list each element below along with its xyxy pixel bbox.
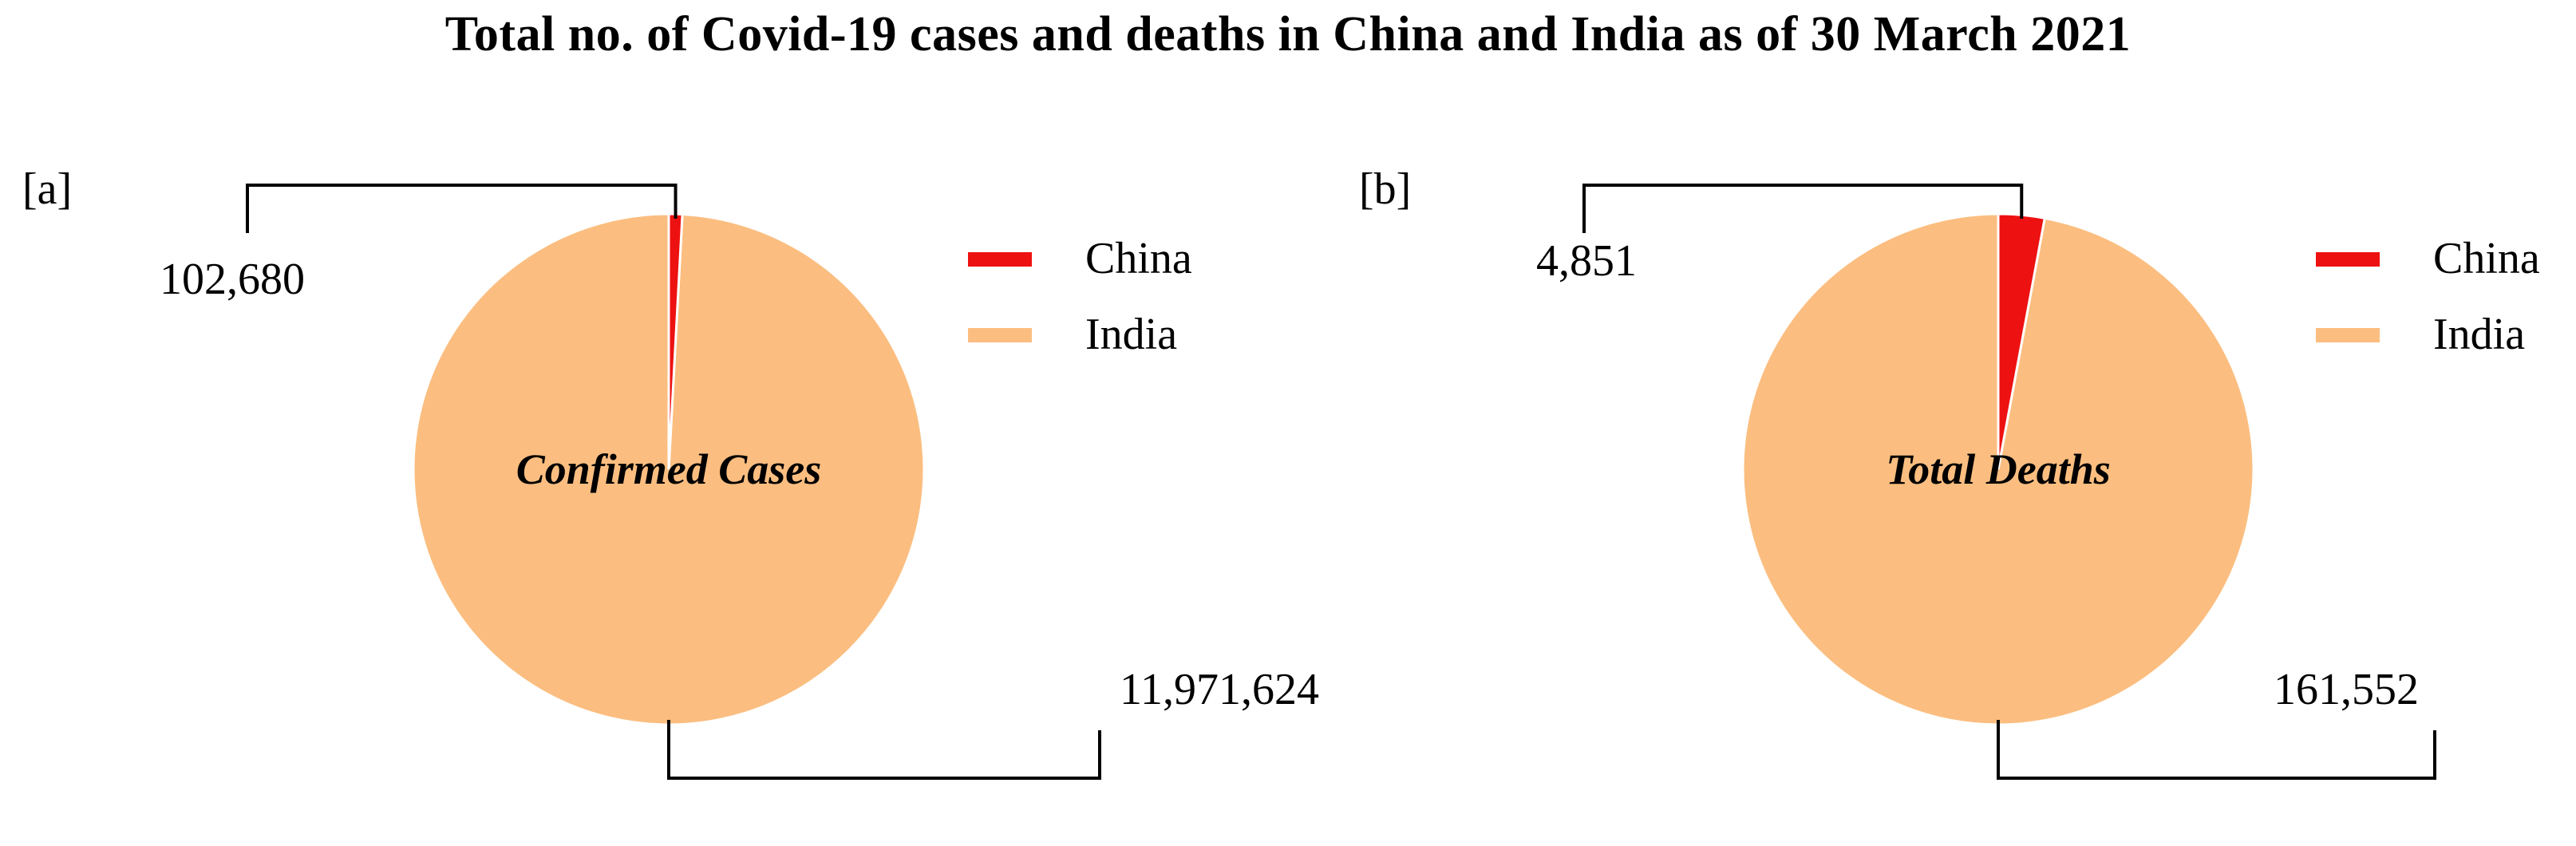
legend: China India (2316, 234, 2540, 359)
legend-label-india: India (2433, 310, 2525, 359)
chart-title: Total no. of Covid-19 cases and deaths i… (444, 7, 2132, 61)
leader-line-china (1582, 184, 2024, 233)
leader-line-india (1997, 720, 2436, 780)
legend: China India (968, 234, 1192, 359)
legend-label-india: India (1085, 310, 1177, 359)
value-label-india: 11,971,624 (1120, 665, 1319, 714)
value-label-china: 4,851 (1536, 236, 1637, 286)
center-label: Total Deaths (1886, 445, 2111, 493)
panel-label: [a] (22, 164, 72, 214)
legend-swatch-india (2316, 328, 2380, 342)
panel-label: [b] (1359, 164, 1411, 214)
pie-panel-total-deaths: [b] Total Deaths 4,851 161,552 China India (1359, 164, 2540, 780)
legend-swatch-china (968, 252, 1032, 267)
value-label-india: 161,552 (2274, 665, 2419, 714)
legend-swatch-india (968, 328, 1032, 342)
center-label: Confirmed Cases (516, 445, 822, 493)
value-label-china: 102,680 (160, 255, 305, 304)
leader-line-china (246, 184, 678, 233)
legend-swatch-china (2316, 252, 2380, 267)
legend-label-china: China (2433, 234, 2540, 283)
legend-label-china: China (1085, 234, 1192, 283)
pie-panel-confirmed-cases: [a] Confirmed Cases 102,680 11,971,624 China… (22, 164, 1319, 780)
leader-line-india (667, 720, 1101, 780)
